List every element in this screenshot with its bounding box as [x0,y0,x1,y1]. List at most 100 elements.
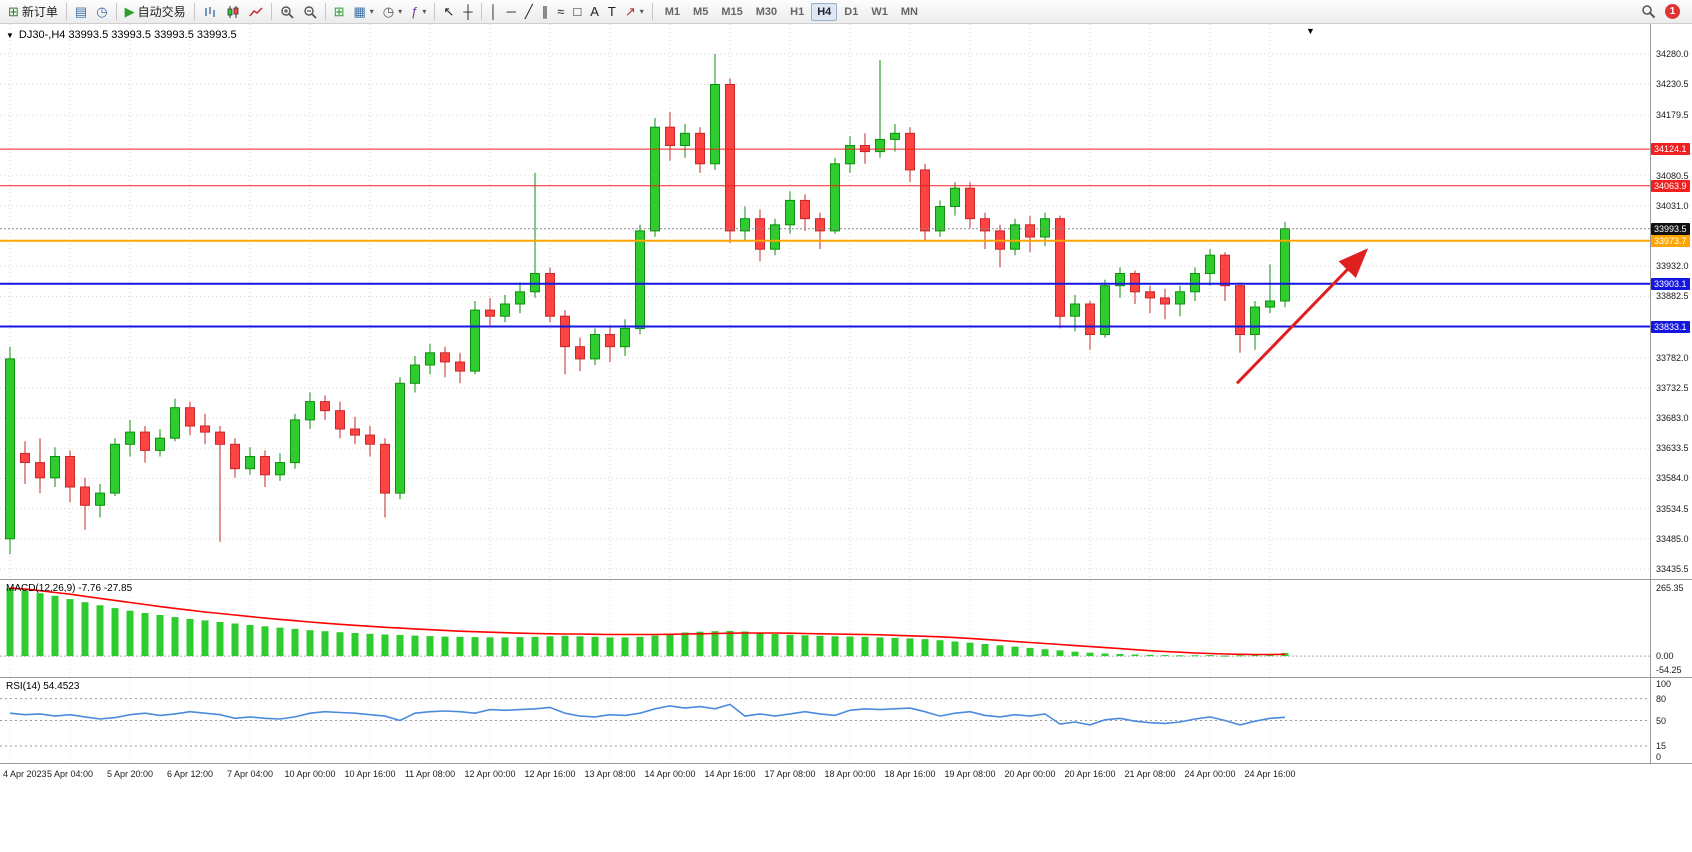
shapes-button[interactable]: □ [569,2,585,22]
time-tick: 10 Apr 00:00 [284,769,336,779]
current-price-badge: 33993.5 [1651,223,1690,235]
channel-button[interactable]: ∥ [538,2,553,22]
crosshair-button[interactable]: ┼ [459,2,476,22]
price-level-badge: 33903.1 [1651,278,1690,290]
time-tick: 12 Apr 00:00 [464,769,516,779]
price-tick: 34031.0 [1656,201,1689,211]
candlestick-chart-button[interactable] [222,2,244,22]
autotrade-play-icon: ▶ [124,3,135,19]
zoom-in-button[interactable] [276,2,298,22]
chevron-down-icon: ▾ [398,7,403,16]
toolbar-separator [65,3,67,20]
vertical-line-icon: │ [489,3,498,19]
fibonacci-button[interactable]: ≈ [553,2,568,22]
panel-splitter[interactable] [0,677,1692,678]
timeframe-M5[interactable]: M5 [693,5,709,18]
timeframe-H4[interactable]: H4 [811,2,838,21]
chart-menu-caret-icon[interactable]: ▼ [6,30,14,40]
toolbar-separator [480,3,482,20]
timeframe-bar: M1 M5 M15 M30 H1 H4 D1 W1 MN [659,2,924,21]
market-depth-button[interactable]: ▤ [71,2,91,22]
cursor-button[interactable]: ↖ [439,2,458,22]
search-icon[interactable] [1641,4,1656,19]
timeframe-W1[interactable]: W1 [871,5,888,18]
chart-shift-marker-icon[interactable]: ▼ [1306,26,1315,36]
horizontal-line-icon: ─ [506,3,516,19]
new-order-icon: ⊞ [8,3,19,19]
autotrade-button[interactable]: ▶ 自动交易 [121,2,190,22]
zoom-in-icon [280,5,294,19]
period-button[interactable]: ◷ ▾ [379,2,406,22]
macd-canvas[interactable] [0,580,1650,677]
price-tick: 33732.5 [1656,383,1689,393]
time-axis: 4 Apr 2023 5 Apr 04:00 5 Apr 20:00 6 Apr 12… [0,764,1650,790]
timeframe-M30[interactable]: M30 [755,5,778,18]
price-tick: 33782.0 [1656,353,1689,363]
price-level-badge: 34063.9 [1651,180,1690,192]
toolbar-button-label: 自动交易 [137,5,186,19]
rsi-tick: 15 [1656,741,1667,751]
time-tick: 4 Apr 2023 [3,769,47,779]
indicators-icon: ƒ [411,3,419,19]
trendline-icon: ╱ [524,3,533,19]
panel-splitter[interactable] [0,579,1692,580]
timeframe-MN[interactable]: MN [900,5,918,18]
price-tick: 34230.5 [1656,79,1689,89]
alerts-button[interactable]: ◷ [92,2,111,22]
text-label-icon: T [607,3,616,19]
chevron-down-icon: ▾ [422,7,427,16]
main-chart-canvas[interactable] [0,24,1650,580]
timeframe-M1[interactable]: M1 [664,5,681,18]
price-level-badge: 33973.7 [1651,235,1690,247]
notification-badge[interactable]: 1 [1665,4,1680,19]
time-tick: 6 Apr 12:00 [166,769,214,779]
price-axis: 34280.0 34230.5 34179.5 34080.5 34031.0 33932… [1650,24,1692,764]
price-tick: 34179.5 [1656,110,1689,120]
tile-windows-icon: ⊞ [333,3,345,19]
clock-icon: ◷ [96,3,108,19]
rsi-indicator-label: RSI(14) 54.4523 [6,681,80,692]
rsi-canvas[interactable] [0,678,1650,763]
time-tick: 21 Apr 08:00 [1124,769,1176,779]
toolbar-separator [115,3,117,20]
timeframe-H1[interactable]: H1 [790,5,805,18]
rsi-tick: 0 [1656,752,1662,762]
horizontal-line-button[interactable]: ─ [503,2,520,22]
panel-splitter[interactable] [0,763,1692,764]
candlestick-chart-icon [226,5,240,19]
time-tick: 12 Apr 16:00 [524,769,576,779]
toolbar-separator [434,3,436,20]
chart-title: ▼ DJ30-,H4 33993.5 33993.5 33993.5 33993… [6,29,237,41]
zoom-out-button[interactable] [299,2,321,22]
toolbar-separator [651,3,653,20]
time-tick: 11 Apr 08:00 [404,769,456,779]
new-order-button[interactable]: ⊞ 新订单 [4,2,62,22]
indicators-button[interactable]: ƒ ▾ [407,2,430,22]
toolbar-button-area: ⊞ 新订单 ▤ ◷ ▶ 自动交易 ⊞ ▦ ▾ ◷ ▾ ƒ ▾ ↖ ┼ │ ─ ╱ ∥ ≈ □ A T ↗ ▾ M1 M5 M15 M30… [4,2,924,22]
new-chart-button[interactable]: ▦ ▾ [349,2,377,22]
bars-chart-button[interactable] [199,2,221,22]
vertical-line-button[interactable]: │ [486,2,502,22]
price-tick: 33633.5 [1656,443,1689,453]
main-toolbar: ⊞ 新订单 ▤ ◷ ▶ 自动交易 ⊞ ▦ ▾ ◷ ▾ ƒ ▾ ↖ ┼ │ ─ ╱ ∥ ≈ □ A T ↗ ▾ M1 M5 M15 M30… [0,0,1692,24]
tile-windows-button[interactable]: ⊞ [330,2,349,22]
time-tick: 20 Apr 00:00 [1004,769,1056,779]
arrows-button[interactable]: ↗ ▾ [621,2,648,22]
cursor-icon: ↖ [443,3,455,19]
price-tick: 34280.0 [1656,49,1689,59]
time-tick: 20 Apr 16:00 [1064,769,1116,779]
time-tick: 18 Apr 16:00 [884,769,936,779]
timeframe-M15[interactable]: M15 [721,5,743,18]
fibonacci-icon: ≈ [557,3,565,19]
period-clock-icon: ◷ [382,3,395,19]
toolbar-separator [193,3,195,20]
trendline-button[interactable]: ╱ [521,2,537,22]
timeframe-D1[interactable]: D1 [844,5,859,18]
time-tick: 14 Apr 16:00 [704,769,756,779]
macd-indicator-label: MACD(12,26,9) -7.76 -27.85 [6,583,133,594]
market-depth-icon: ▤ [74,3,88,19]
text-button[interactable]: A [586,2,603,22]
text-label-button[interactable]: T [604,2,620,22]
line-chart-button[interactable] [245,2,267,22]
